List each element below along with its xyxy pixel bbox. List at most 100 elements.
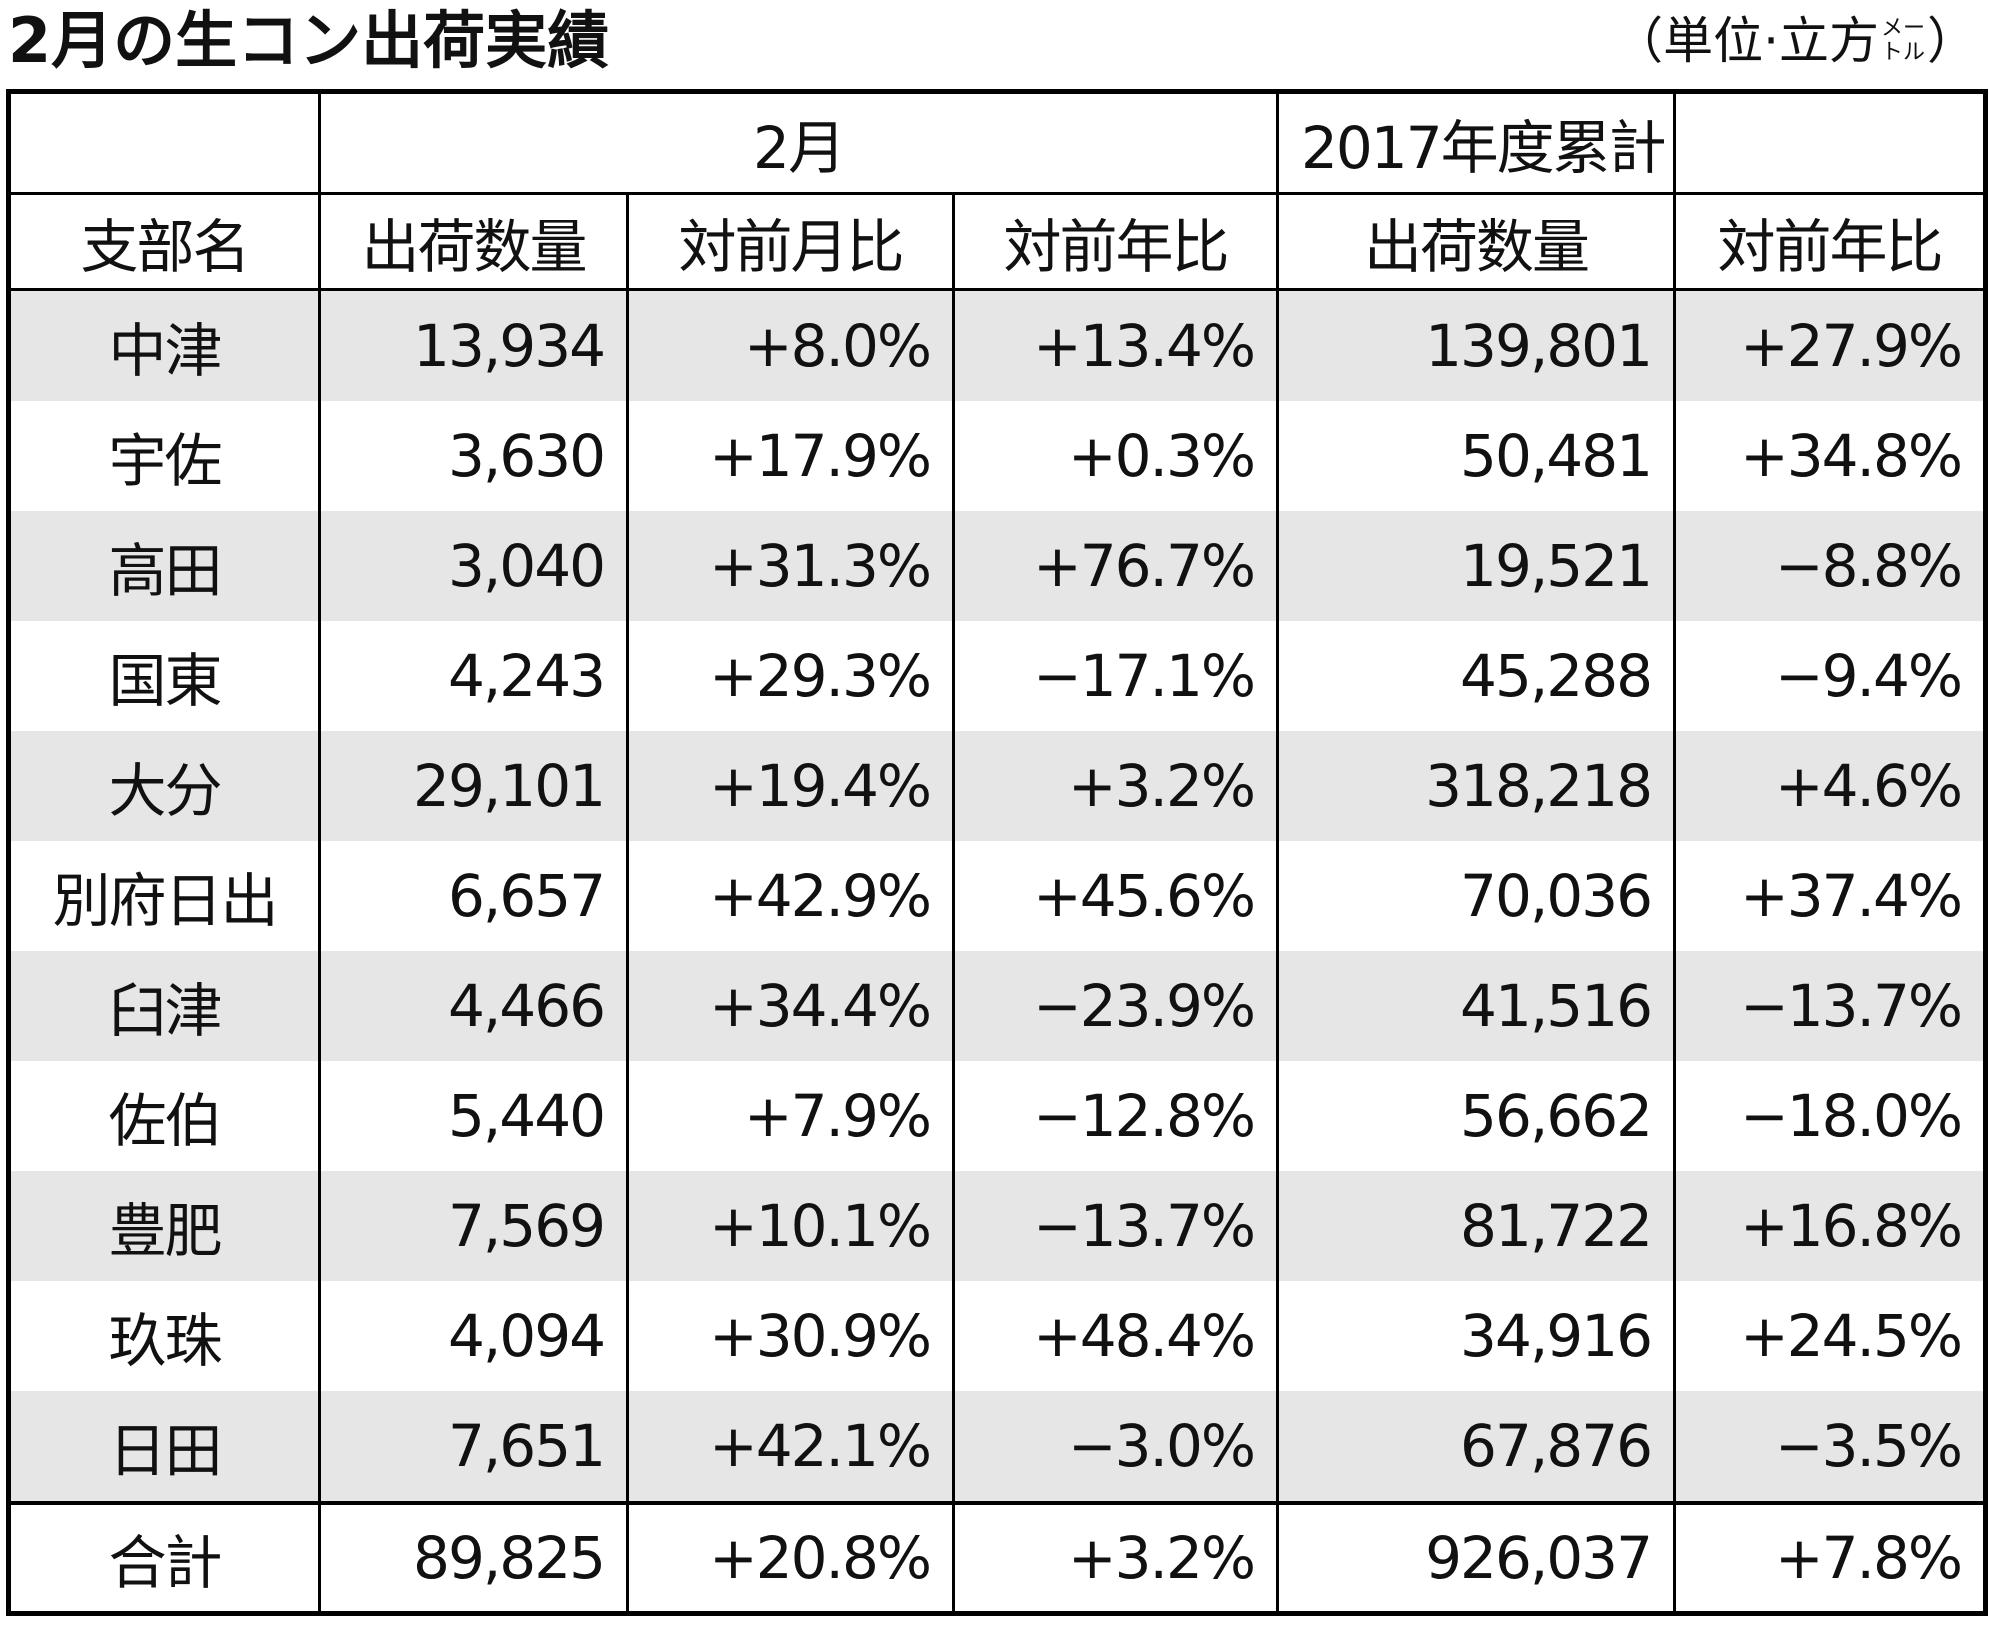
cell: +19.4% [626, 731, 955, 841]
total-cell: +7.8% [1673, 1501, 1987, 1615]
unit-text: ） [1927, 12, 1977, 70]
cell: +17.9% [626, 401, 955, 511]
group-header: 2017年度累計 [1276, 90, 1676, 195]
group-header: 2月 [318, 90, 1279, 195]
branch-name: 国東 [7, 621, 321, 731]
cell: +4.6% [1673, 731, 1987, 841]
cell: 67,876 [1276, 1391, 1676, 1503]
cell: 3,040 [318, 511, 629, 621]
cell: +3.2% [952, 731, 1279, 841]
data-row: 中津 13,934 +8.0% +13.4% 139,801 +27.9% [7, 289, 1987, 401]
cell: −18.0% [1673, 1061, 1987, 1171]
cell: 34,916 [1276, 1281, 1676, 1391]
data-row: 高田 3,040 +31.3% +76.7% 19,521 −8.8% [7, 511, 1987, 621]
cell: 4,466 [318, 951, 629, 1061]
cell: −13.7% [1673, 951, 1987, 1061]
cell: +16.8% [1673, 1171, 1987, 1281]
cell: 5,440 [318, 1061, 629, 1171]
cell: −3.5% [1673, 1391, 1987, 1503]
cell: 318,218 [1276, 731, 1676, 841]
cell: +76.7% [952, 511, 1279, 621]
cell: +37.4% [1673, 841, 1987, 951]
cell: 6,657 [318, 841, 629, 951]
branch-name: 別府日出 [7, 841, 321, 951]
branch-name: 宇佐 [7, 401, 321, 511]
table: 2月 2017年度累計 支部名 出荷数量 対前月比 対前年比 出荷数量 対前年比 中津 13,93… [6, 89, 1988, 1616]
total-cell: 89,825 [318, 1501, 629, 1615]
data-row: 大分 29,101 +19.4% +3.2% 318,218 +4.6% [7, 731, 1987, 841]
data-row: 玖珠 4,094 +30.9% +48.4% 34,916 +24.5% [7, 1281, 1987, 1391]
group-header [7, 90, 321, 195]
column-header-row: 支部名 出荷数量 対前月比 対前年比 出荷数量 対前年比 [7, 192, 1987, 291]
cell: 139,801 [1276, 289, 1676, 401]
cell: +42.9% [626, 841, 955, 951]
cell: 81,722 [1276, 1171, 1676, 1281]
cell: 41,516 [1276, 951, 1676, 1061]
column-header: 対前月比 [626, 192, 955, 291]
total-row: 合計 89,825 +20.8% +3.2% 926,037 +7.8% [7, 1501, 1987, 1615]
branch-name: 高田 [7, 511, 321, 621]
column-header: 対前年比 [1673, 192, 1987, 291]
cell: 7,651 [318, 1391, 629, 1503]
data-row: 日田 7,651 +42.1% −3.0% 67,876 −3.5% [7, 1391, 1987, 1503]
cell: +10.1% [626, 1171, 955, 1281]
total-cell: 926,037 [1276, 1501, 1676, 1615]
cell: +29.3% [626, 621, 955, 731]
unit-small-bottom: トル [1880, 40, 1925, 65]
unit: （単位·立方 メー トル ） [1613, 8, 1977, 74]
cell: +30.9% [626, 1281, 955, 1391]
cell: 29,101 [318, 731, 629, 841]
cell: 70,036 [1276, 841, 1676, 951]
data-row: 臼津 4,466 +34.4% −23.9% 41,516 −13.7% [7, 951, 1987, 1061]
column-header: 対前年比 [952, 192, 1279, 291]
cell: −23.9% [952, 951, 1279, 1061]
title: 2月の生コン出荷実績 [8, 4, 610, 77]
data-row: 別府日出 6,657 +42.9% +45.6% 70,036 +37.4% [7, 841, 1987, 951]
cell: 3,630 [318, 401, 629, 511]
cell: +13.4% [952, 289, 1279, 401]
branch-name: 玖珠 [7, 1281, 321, 1391]
unit-small-top: メー [1880, 16, 1925, 41]
total-cell: +20.8% [626, 1501, 955, 1615]
unit-text: （単位·立方 [1613, 12, 1879, 70]
data-row: 豊肥 7,569 +10.1% −13.7% 81,722 +16.8% [7, 1171, 1987, 1281]
column-header: 出荷数量 [1276, 192, 1676, 291]
branch-name: 豊肥 [7, 1171, 321, 1281]
cell: +8.0% [626, 289, 955, 401]
cell: +24.5% [1673, 1281, 1987, 1391]
unit-small: メー トル [1881, 17, 1925, 65]
cell: +42.1% [626, 1391, 955, 1503]
cell: −9.4% [1673, 621, 1987, 731]
branch-name: 佐伯 [7, 1061, 321, 1171]
cell: 19,521 [1276, 511, 1676, 621]
cell: +34.8% [1673, 401, 1987, 511]
total-label: 合計 [7, 1501, 321, 1615]
total-cell: +3.2% [952, 1501, 1279, 1615]
group-header-row: 2月 2017年度累計 [7, 90, 1986, 195]
cell: 50,481 [1276, 401, 1676, 511]
branch-name: 日田 [7, 1391, 321, 1503]
branch-name: 中津 [7, 289, 321, 401]
cell: 7,569 [318, 1171, 629, 1281]
cell: +27.9% [1673, 289, 1987, 401]
data-row: 宇佐 3,630 +17.9% +0.3% 50,481 +34.8% [7, 401, 1987, 511]
cell: +7.9% [626, 1061, 955, 1171]
cell: +31.3% [626, 511, 955, 621]
data-row: 佐伯 5,440 +7.9% −12.8% 56,662 −18.0% [7, 1061, 1987, 1171]
cell: −17.1% [952, 621, 1279, 731]
cell: +34.4% [626, 951, 955, 1061]
data-row: 国東 4,243 +29.3% −17.1% 45,288 −9.4% [7, 621, 1987, 731]
cell: +48.4% [952, 1281, 1279, 1391]
column-header: 支部名 [7, 192, 321, 291]
cell: 56,662 [1276, 1061, 1676, 1171]
cell: −3.0% [952, 1391, 1279, 1503]
cell: −12.8% [952, 1061, 1279, 1171]
column-header: 出荷数量 [318, 192, 629, 291]
branch-name: 大分 [7, 731, 321, 841]
cell: −8.8% [1673, 511, 1987, 621]
cell: −13.7% [952, 1171, 1279, 1281]
branch-name: 臼津 [7, 951, 321, 1061]
cell: +45.6% [952, 841, 1279, 951]
cell: +0.3% [952, 401, 1279, 511]
